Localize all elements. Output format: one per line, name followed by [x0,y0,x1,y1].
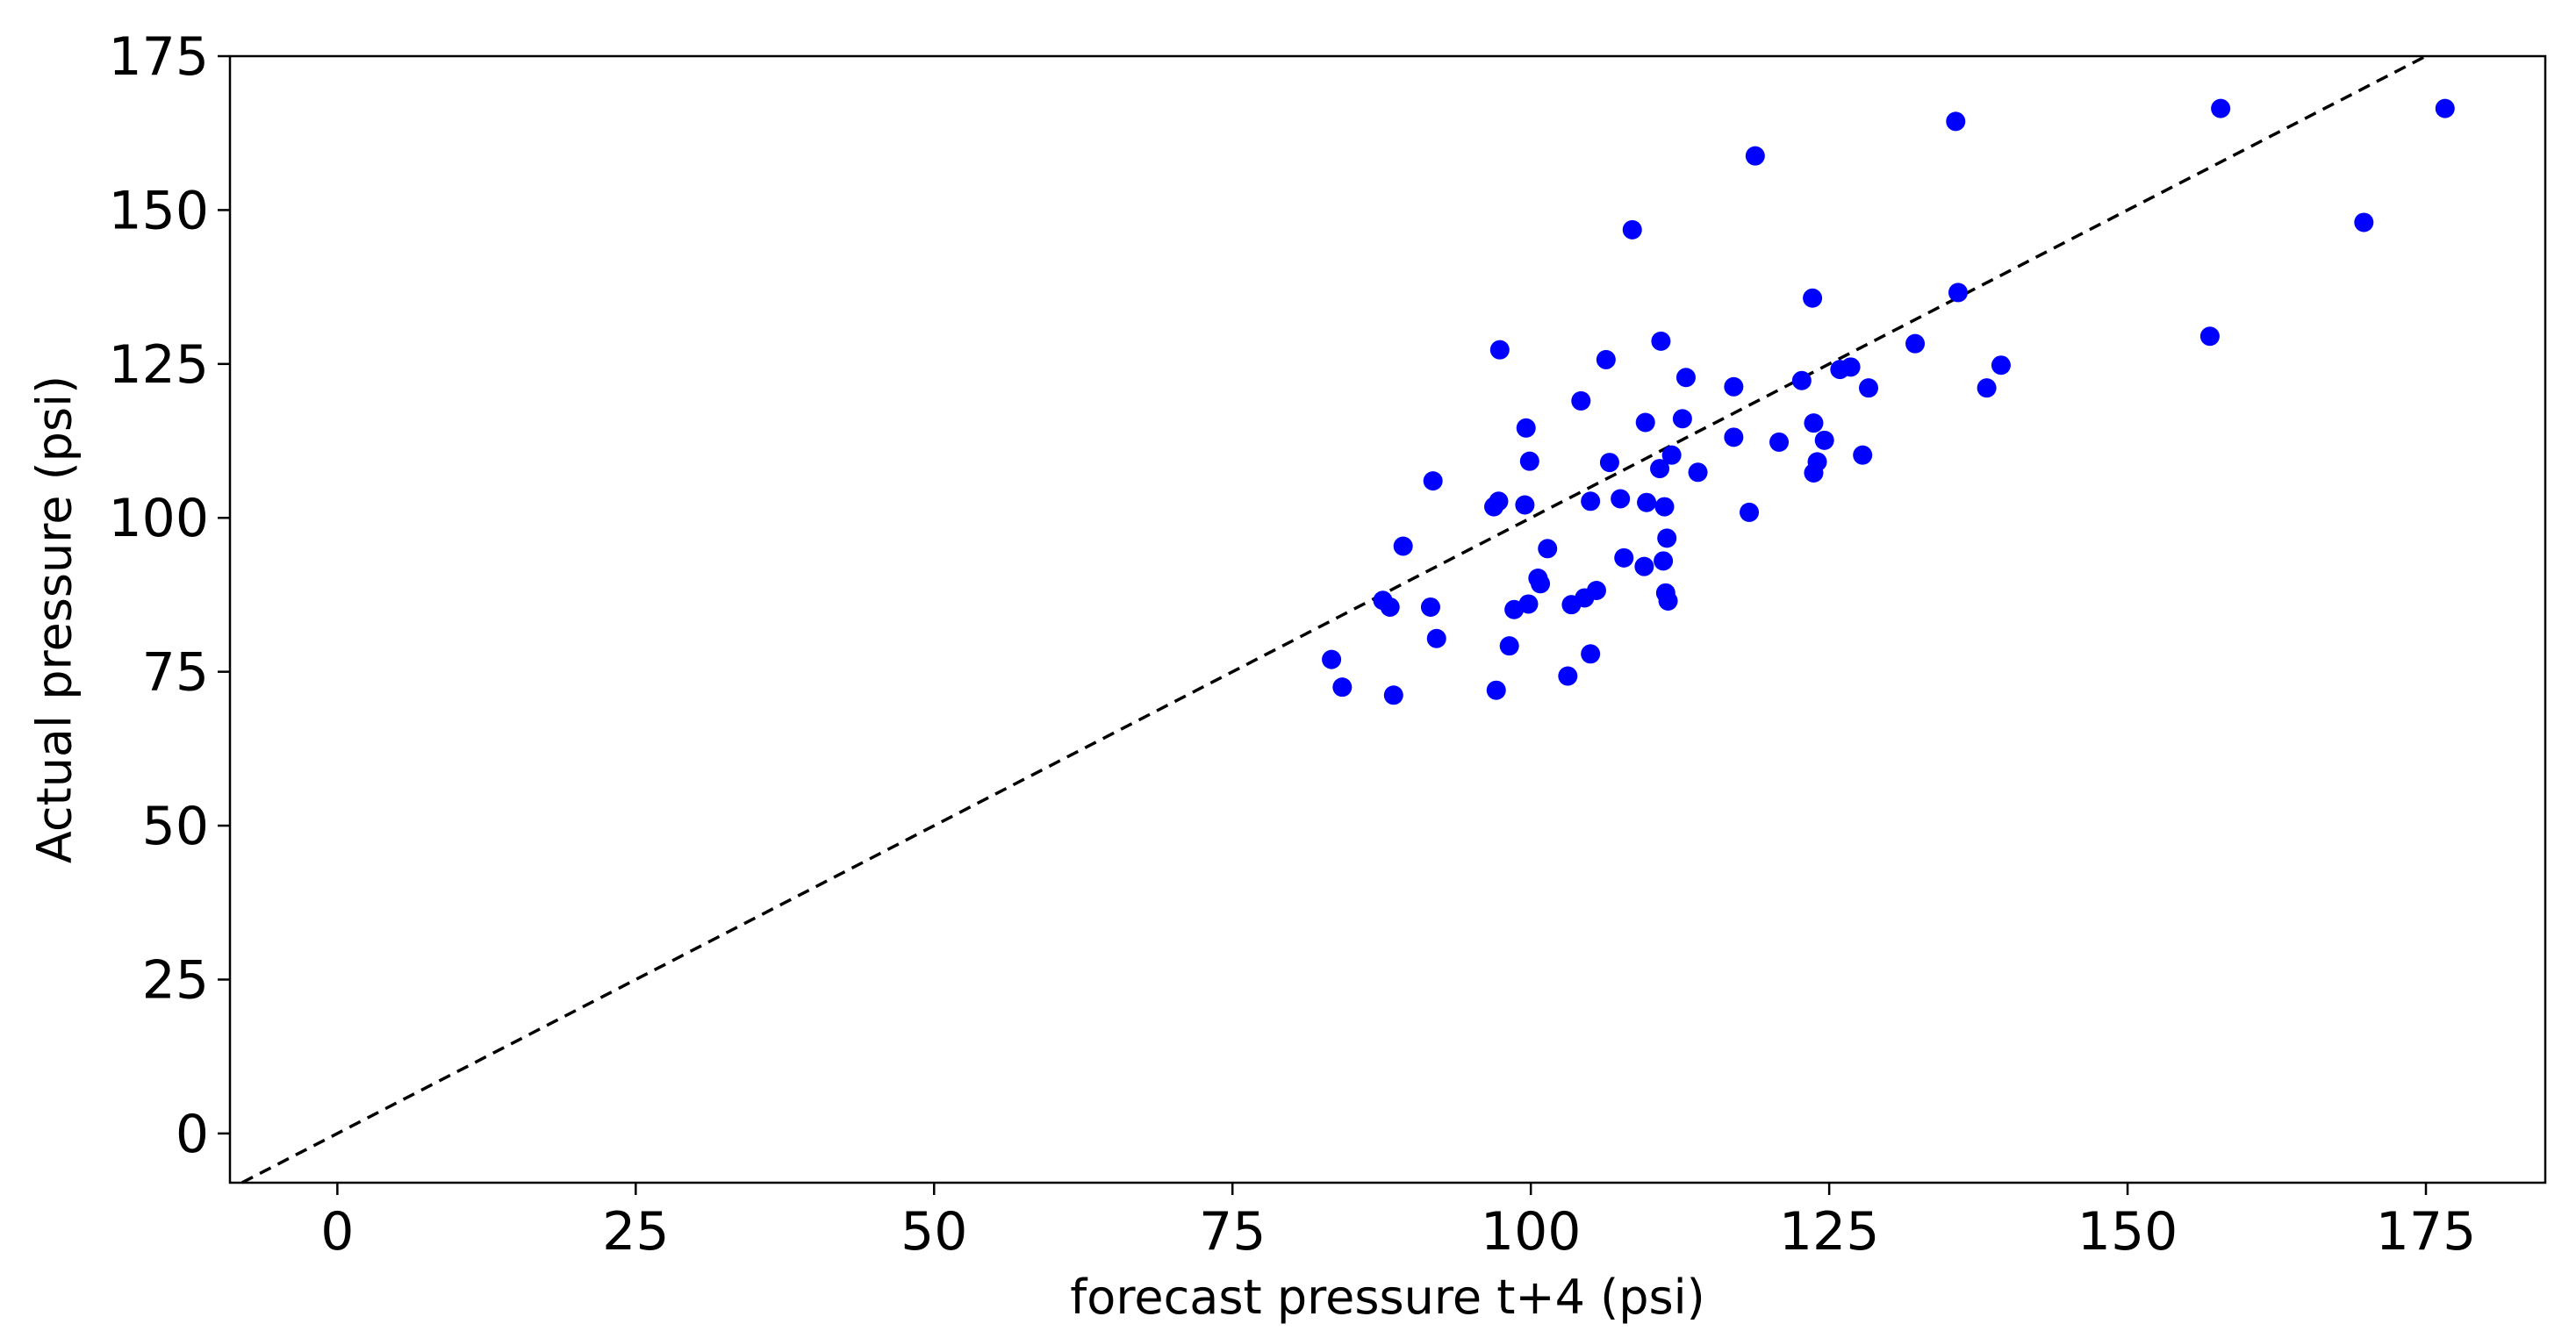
data-point [2199,326,2220,347]
y-tick-label: 75 [142,642,209,704]
y-tick-label: 0 [176,1104,209,1165]
reference-line-layer [240,54,2427,1184]
data-point [1586,581,1606,601]
data-point [1654,497,1675,517]
data-point [1991,355,2011,376]
data-point [1393,536,1413,556]
x-tick-label: 125 [1779,1201,1880,1263]
x-tick-label: 25 [602,1201,669,1263]
data-point [1380,597,1400,617]
data-point [1724,427,1744,447]
y-tick-label: 125 [108,334,209,396]
data-point [1637,492,1657,512]
data-point [2354,212,2374,233]
y-tick-label: 50 [142,796,209,857]
x-tick-label: 0 [320,1201,354,1263]
data-point [1499,636,1519,656]
data-point [2211,98,2231,118]
data-point [1571,390,1591,411]
x-tick-label: 75 [1199,1201,1266,1263]
data-point [1657,528,1677,548]
data-point [1515,495,1535,515]
data-point [1611,489,1631,509]
data-point [1661,445,1682,465]
y-tick-label: 25 [142,949,209,1011]
data-point [1596,349,1616,369]
data-point [1383,685,1403,705]
data-point [1672,409,1692,429]
data-point [1807,452,1827,472]
data-point [1516,418,1536,438]
data-point [1650,459,1670,479]
data-point [1740,502,1760,522]
data-point [1489,340,1510,360]
y-tick-label: 100 [108,488,209,549]
y-tick-label: 150 [108,180,209,241]
data-point [2435,98,2455,118]
data-point [1426,628,1446,648]
y-tick-label: 175 [108,26,209,88]
data-point [1724,376,1744,397]
x-tick-label: 150 [2077,1201,2178,1263]
x-tick-label: 100 [1481,1201,1582,1263]
axis-ticks-layer: 0 25 50 75 100 125 150 175 0 25 50 75 100 125 150 175 [108,26,2476,1263]
data-point [1489,491,1509,512]
data-point [1581,644,1601,664]
data-point [1423,471,1443,491]
data-point [1654,551,1674,571]
data-point [1518,594,1539,614]
data-point [1803,288,1823,308]
data-point [1322,649,1342,669]
data-point [1635,412,1655,433]
x-axis-label: forecast pressure t+4 (psi) [1070,1270,1704,1325]
data-point [1745,146,1765,166]
data-point [1688,462,1708,483]
plot-frame [228,54,2547,1184]
data-point [1651,331,1671,351]
data-point [1658,590,1678,611]
data-point [1531,574,1551,594]
data-point [1614,547,1634,568]
data-point [1581,491,1601,512]
data-point [1905,333,1926,354]
data-point [1519,451,1539,471]
data-point [1622,219,1642,240]
data-point [1538,539,1558,559]
data-point [1332,677,1353,698]
data-point [1977,378,1997,398]
data-point [1486,680,1506,700]
data-point [1814,430,1834,450]
data-point [1420,597,1440,617]
data-point [1841,357,1861,377]
data-point [1558,666,1578,686]
data-point [1858,378,1878,398]
data-point [1948,283,1968,303]
data-point [1791,370,1812,390]
x-tick-label: 175 [2376,1201,2477,1263]
data-point [1675,368,1696,388]
x-tick-label: 50 [901,1201,967,1263]
data-points-layer [1322,98,2455,705]
data-point [1769,432,1790,452]
data-point [1946,111,1966,132]
data-point [1853,445,1873,465]
identity-reference-line [240,54,2427,1184]
data-point [1634,556,1654,576]
data-point [1804,413,1824,433]
y-axis-label: Actual pressure (psi) [27,376,83,863]
data-point [1599,453,1619,473]
